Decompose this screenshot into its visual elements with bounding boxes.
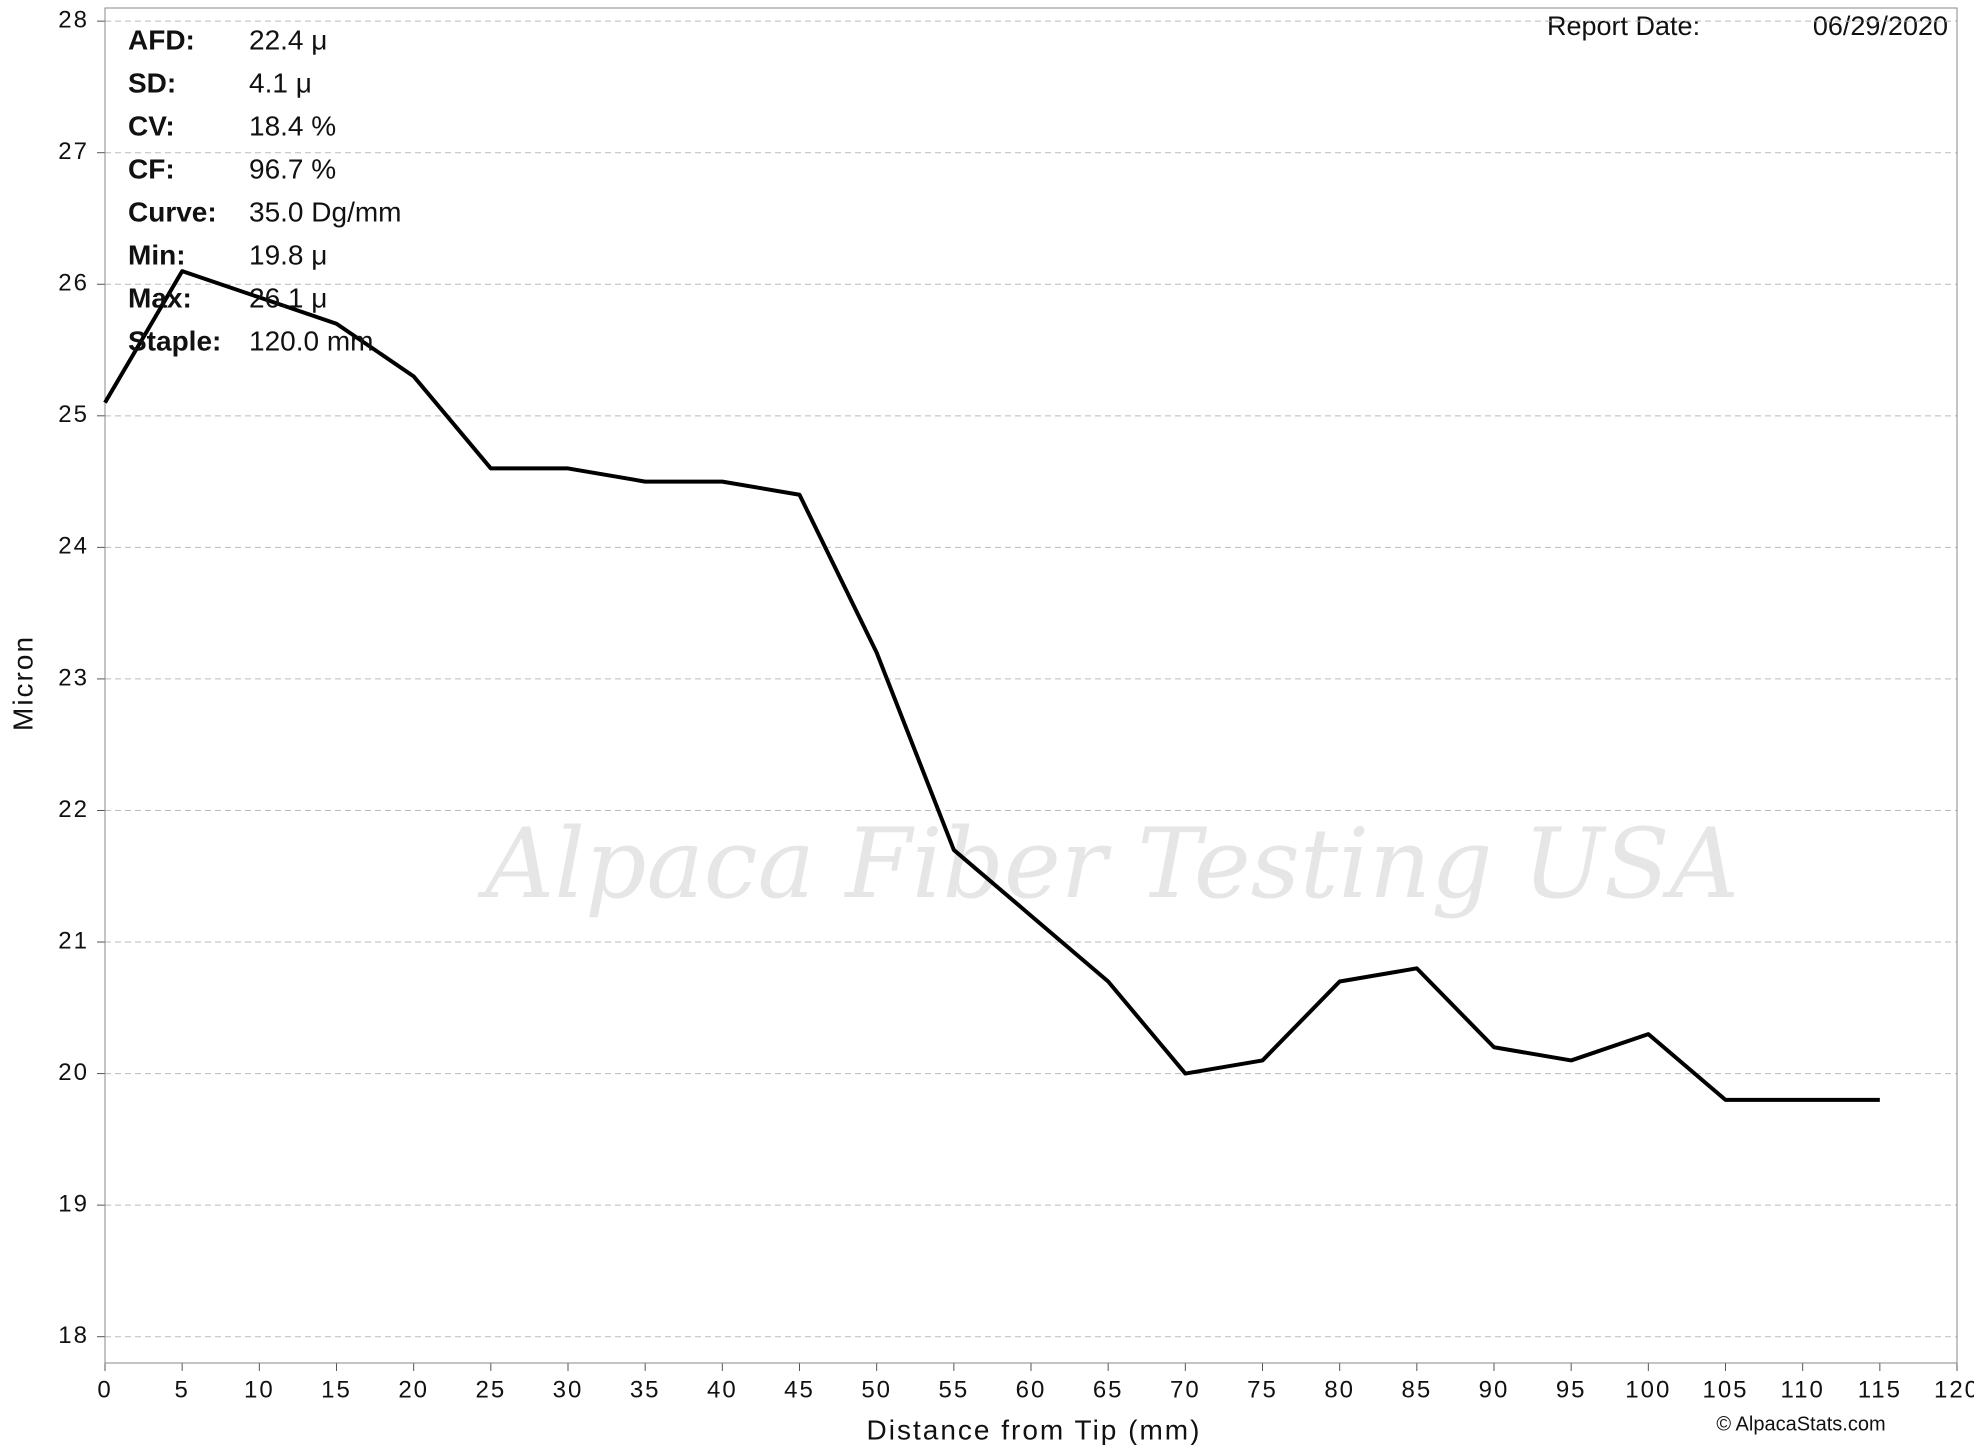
y-tick-label: 18 [58,1322,89,1349]
x-tick-label: 115 [1858,1376,1902,1403]
x-tick-label: 10 [244,1376,275,1403]
stat-value: 96.7 % [249,153,336,184]
x-tick-label: 85 [1401,1376,1432,1403]
stat-value: 35.0 Dg/mm [249,196,402,227]
stat-value: 120.0 mm [249,325,374,356]
y-tick-label: 24 [58,533,89,560]
stat-label: CF: [128,153,175,184]
stat-label: Staple: [128,325,221,356]
x-tick-label: 40 [707,1376,738,1403]
y-tick-label: 23 [58,664,89,691]
stat-label: AFD: [128,24,195,55]
x-tick-label: 25 [475,1376,506,1403]
y-tick-label: 26 [58,270,89,297]
x-tick-label: 50 [861,1376,892,1403]
x-tick-label: 35 [630,1376,661,1403]
chart: Alpaca Fiber Testing USA Micron Distance… [0,0,1974,1445]
stat-value: 22.4 μ [249,24,327,55]
report-date-label: Report Date: [1547,11,1700,41]
y-tick-label: 20 [58,1059,89,1086]
page: Alpaca Fiber Testing USA Micron Distance… [0,0,1974,1445]
y-tick-label: 19 [58,1190,89,1217]
x-tick-label: 5 [174,1376,189,1403]
y-axis-title: Micron [7,635,38,731]
stat-value: 18.4 % [249,110,336,141]
stat-value: 19.8 μ [249,239,327,270]
x-tick-label: 90 [1479,1376,1510,1403]
watermark: Alpaca Fiber Testing USA [477,808,1739,920]
x-tick-label: 0 [97,1376,112,1403]
x-tick-label: 75 [1247,1376,1278,1403]
x-tick-label: 110 [1781,1376,1825,1403]
report-date: 06/29/2020 [1813,11,1948,41]
stat-label: Max: [128,282,192,313]
x-tick-label: 100 [1625,1376,1671,1403]
x-tick-label: 105 [1702,1376,1748,1403]
x-tick-label: 15 [321,1376,352,1403]
x-tick-label: 70 [1170,1376,1201,1403]
stat-value: 4.1 μ [249,67,312,98]
x-tick-label: 55 [938,1376,969,1403]
y-tick-label: 22 [58,796,89,823]
y-tick-label: 28 [58,6,89,33]
stat-label: Min: [128,239,186,270]
x-tick-label: 65 [1093,1376,1124,1403]
x-tick-label: 60 [1016,1376,1047,1403]
copyright: © AlpacaStats.com [1716,1413,1885,1435]
x-axis-title: Distance from Tip (mm) [867,1414,1202,1445]
stat-label: SD: [128,67,176,98]
x-tick-label: 30 [553,1376,584,1403]
x-tick-label: 120 [1934,1376,1974,1403]
y-tick-label: 25 [58,401,89,428]
line [105,271,1880,1100]
x-tick-label: 80 [1324,1376,1355,1403]
x-tick-label: 20 [398,1376,429,1403]
stat-value: 26.1 μ [249,282,327,313]
y-tick-label: 27 [58,138,89,165]
y-tick-label: 21 [58,927,89,954]
x-tick-label: 45 [784,1376,815,1403]
stat-label: CV: [128,110,175,141]
stat-label: Curve: [128,196,217,227]
x-tick-label: 95 [1556,1376,1587,1403]
